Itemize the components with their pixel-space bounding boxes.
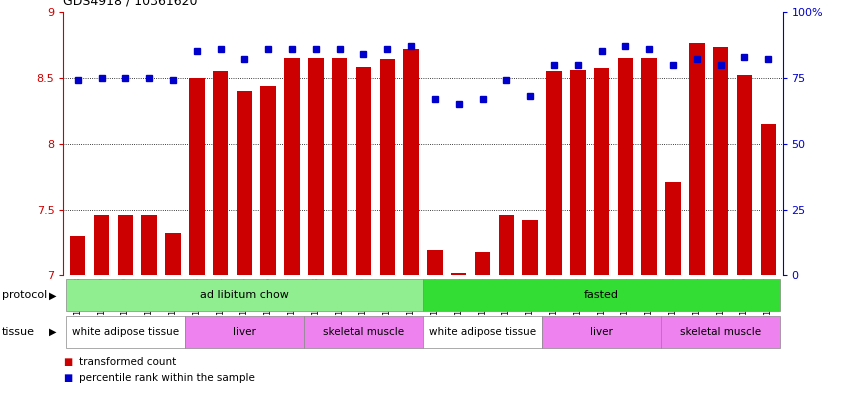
Bar <box>498 215 514 275</box>
Bar <box>689 44 705 275</box>
Bar <box>542 316 661 348</box>
Text: percentile rank within the sample: percentile rank within the sample <box>79 373 255 384</box>
Bar <box>451 273 466 275</box>
Bar <box>284 58 299 275</box>
Bar <box>661 316 780 348</box>
Bar <box>713 48 728 275</box>
Bar <box>237 91 252 275</box>
Bar <box>355 67 371 275</box>
Text: white adipose tissue: white adipose tissue <box>429 327 536 337</box>
Bar <box>475 252 491 275</box>
Bar <box>185 316 304 348</box>
Text: skeletal muscle: skeletal muscle <box>323 327 404 337</box>
Bar <box>737 75 752 275</box>
Bar <box>380 59 395 275</box>
Bar <box>66 316 185 348</box>
Text: ■: ■ <box>63 373 73 384</box>
Bar <box>165 233 181 275</box>
Bar <box>304 316 423 348</box>
Bar <box>761 124 776 275</box>
Bar <box>404 49 419 275</box>
Text: ▶: ▶ <box>49 290 57 300</box>
Bar <box>570 70 585 275</box>
Bar <box>189 78 205 275</box>
Bar <box>141 215 157 275</box>
Bar <box>594 68 609 275</box>
Text: liver: liver <box>233 327 255 337</box>
Bar <box>547 71 562 275</box>
Text: protocol: protocol <box>2 290 47 300</box>
Bar <box>94 215 109 275</box>
Bar <box>213 71 228 275</box>
Text: ■: ■ <box>63 357 73 367</box>
Text: skeletal muscle: skeletal muscle <box>680 327 761 337</box>
Bar <box>261 86 276 275</box>
Bar <box>665 182 681 275</box>
Bar <box>427 250 442 275</box>
Bar <box>423 279 780 311</box>
Text: GDS4918 / 10361620: GDS4918 / 10361620 <box>63 0 198 8</box>
Bar <box>66 279 423 311</box>
Bar <box>70 236 85 275</box>
Text: transformed count: transformed count <box>79 357 176 367</box>
Text: ad libitum chow: ad libitum chow <box>200 290 288 300</box>
Bar <box>332 58 348 275</box>
Text: ▶: ▶ <box>49 327 57 337</box>
Bar <box>618 58 633 275</box>
Bar <box>523 220 538 275</box>
Text: liver: liver <box>591 327 613 337</box>
Bar <box>118 215 133 275</box>
Text: tissue: tissue <box>2 327 35 337</box>
Text: fasted: fasted <box>584 290 619 300</box>
Text: white adipose tissue: white adipose tissue <box>72 327 179 337</box>
Bar <box>308 58 323 275</box>
Bar <box>423 316 542 348</box>
Bar <box>641 58 657 275</box>
